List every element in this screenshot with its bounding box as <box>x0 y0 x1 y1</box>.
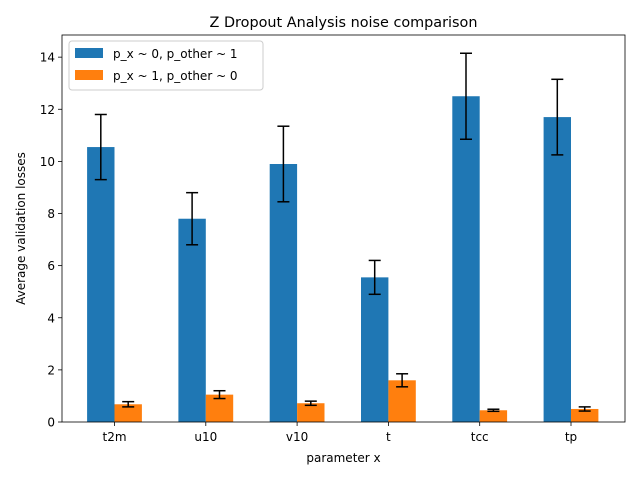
x-axis-ticks: t2m u10 v10 t tcc tp <box>102 422 577 444</box>
bar <box>87 147 115 422</box>
y-tick-label: 8 <box>47 207 55 221</box>
x-tick-label: v10 <box>286 430 308 444</box>
y-tick-label: 10 <box>40 155 55 169</box>
bar <box>479 410 508 422</box>
y-axis-ticks: 0 2 4 6 8 10 12 14 <box>40 51 62 430</box>
chart-title: Z Dropout Analysis noise comparison <box>210 15 478 31</box>
x-tick-label: u10 <box>194 430 217 444</box>
legend-label: p_x ~ 0, p_other ~ 1 <box>113 47 238 61</box>
bar <box>297 403 325 422</box>
y-tick-label: 6 <box>47 259 55 273</box>
legend: p_x ~ 0, p_other ~ 1 p_x ~ 1, p_other ~ 0 <box>68 40 264 91</box>
legend-swatch <box>75 70 103 80</box>
bar <box>543 117 571 422</box>
x-tick-label: tp <box>565 430 577 444</box>
bar <box>452 96 480 422</box>
x-tick-label: t2m <box>102 430 126 444</box>
y-tick-label: 0 <box>47 416 55 430</box>
error-bars-layer <box>94 52 591 413</box>
x-axis-label: parameter x <box>306 451 380 465</box>
bar <box>178 218 206 422</box>
y-tick-label: 4 <box>47 311 55 325</box>
legend-box <box>68 40 264 91</box>
plot-frame <box>61 34 626 423</box>
bar <box>571 408 599 422</box>
legend-swatch <box>75 48 103 58</box>
bars-layer <box>87 96 599 422</box>
legend-label: p_x ~ 1, p_other ~ 0 <box>113 69 238 83</box>
bar <box>361 277 389 422</box>
y-axis-label: Average validation losses <box>14 152 28 305</box>
bar <box>114 404 142 422</box>
y-tick-label: 2 <box>47 363 55 377</box>
y-tick-label: 12 <box>40 103 55 117</box>
bar <box>269 164 298 422</box>
y-tick-label: 14 <box>40 51 55 65</box>
x-tick-label: tcc <box>471 430 489 444</box>
x-tick-label: t <box>386 430 391 444</box>
